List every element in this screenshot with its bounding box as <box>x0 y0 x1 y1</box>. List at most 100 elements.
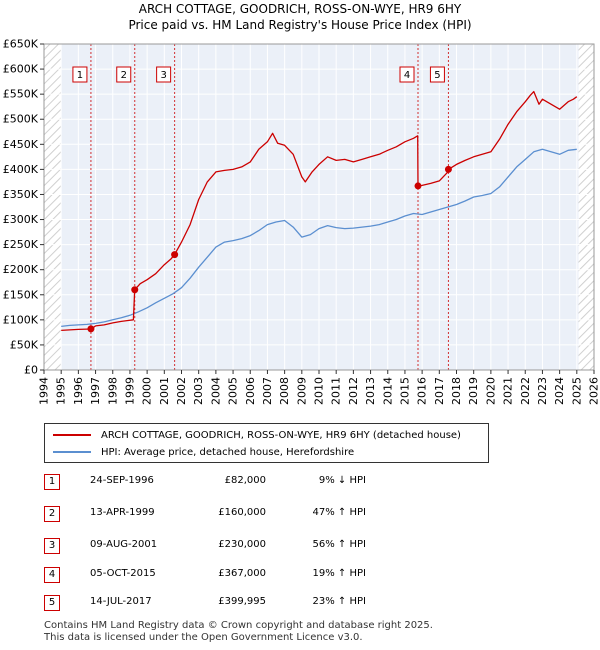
y-tick-label: £200K <box>3 263 39 276</box>
transaction-hpi-change: 23% ↑ HPI <box>312 596 366 607</box>
legend: ARCH COTTAGE, GOODRICH, ROSS-ON-WYE, HR9… <box>44 423 489 463</box>
table-row: 5 14-JUL-2017 £399,995 23% ↑ HPI <box>44 595 374 611</box>
sale-label: 2 <box>121 70 127 81</box>
x-tick-label: 2004 <box>209 377 222 405</box>
x-tick-label: 2007 <box>261 377 274 405</box>
x-tick-label: 2003 <box>192 377 205 405</box>
y-tick-label: £100K <box>3 313 39 326</box>
sale-point <box>87 325 95 333</box>
x-tick-label: 2014 <box>381 377 394 405</box>
property-line-swatch <box>53 434 91 436</box>
transaction-number: 5 <box>44 595 60 611</box>
y-tick-label: £450K <box>3 138 39 151</box>
x-tick-label: 2018 <box>450 377 463 405</box>
transaction-price: £399,995 <box>218 596 266 607</box>
sale-label: 5 <box>434 70 440 81</box>
x-tick-label: 1994 <box>38 377 51 405</box>
y-tick-label: £250K <box>3 238 39 251</box>
x-tick-label: 2000 <box>141 377 154 405</box>
x-tick-label: 2019 <box>467 377 480 405</box>
y-tick-label: £350K <box>3 188 39 201</box>
transaction-number: 4 <box>44 567 60 583</box>
y-tick-label: £400K <box>3 163 39 176</box>
legend-item-hpi: HPI: Average price, detached house, Here… <box>53 444 354 460</box>
pre-data-hatch <box>44 44 62 370</box>
transaction-number: 3 <box>44 538 60 554</box>
sale-point <box>131 286 139 294</box>
x-tick-label: 2005 <box>227 377 240 405</box>
x-tick-label: 2016 <box>416 377 429 405</box>
transaction-hpi-change: 9% ↓ HPI <box>318 475 366 486</box>
transaction-price: £367,000 <box>218 568 266 579</box>
transaction-number: 1 <box>44 474 60 490</box>
y-tick-label: £150K <box>3 288 39 301</box>
sale-point <box>444 165 452 173</box>
x-tick-label: 1997 <box>89 377 102 405</box>
x-tick-label: 2002 <box>175 377 188 405</box>
transaction-price: £230,000 <box>218 539 266 550</box>
x-tick-label: 2011 <box>330 377 343 405</box>
footer-licence: This data is licensed under the Open Gov… <box>44 632 363 643</box>
transaction-price: £82,000 <box>224 475 266 486</box>
transaction-date: 13-APR-1999 <box>90 507 155 518</box>
transaction-number: 2 <box>44 506 60 522</box>
table-row: 2 13-APR-1999 £160,000 47% ↑ HPI <box>44 506 374 522</box>
property-price-line <box>61 90 578 332</box>
y-tick-label: £0 <box>24 364 38 377</box>
table-row: 4 05-OCT-2015 £367,000 19% ↑ HPI <box>44 567 374 583</box>
y-tick-label: £600K <box>3 63 39 76</box>
x-tick-label: 2008 <box>278 377 291 405</box>
sale-point <box>414 182 422 190</box>
chart-title: ARCH COTTAGE, GOODRICH, ROSS-ON-WYE, HR9… <box>138 2 462 16</box>
x-tick-label: 1999 <box>123 377 136 405</box>
hpi-line-swatch <box>53 451 91 453</box>
y-tick-label: £50K <box>10 338 39 351</box>
sale-label: 1 <box>77 70 83 81</box>
y-tick-label: £550K <box>3 88 39 101</box>
x-tick-label: 2020 <box>484 377 497 405</box>
x-tick-label: 2026 <box>588 377 600 405</box>
x-tick-label: 2017 <box>433 377 446 405</box>
transaction-hpi-change: 56% ↑ HPI <box>312 539 366 550</box>
x-tick-label: 2015 <box>398 377 411 405</box>
x-tick-label: 2021 <box>502 377 515 405</box>
transaction-date: 05-OCT-2015 <box>90 568 156 579</box>
sale-label: 3 <box>160 70 166 81</box>
x-tick-label: 1998 <box>106 377 119 405</box>
x-tick-label: 2010 <box>313 377 326 405</box>
y-tick-label: £500K <box>3 113 39 126</box>
sale-label: 4 <box>404 70 410 81</box>
y-tick-label: £650K <box>3 38 39 51</box>
sale-label-box <box>156 66 172 83</box>
x-tick-label: 2013 <box>364 377 377 405</box>
legend-property-label: ARCH COTTAGE, GOODRICH, ROSS-ON-WYE, HR9… <box>101 429 461 441</box>
sale-point <box>171 251 179 259</box>
transaction-date: 14-JUL-2017 <box>90 596 152 607</box>
x-tick-label: 2024 <box>553 377 566 405</box>
post-data-hatch <box>578 44 594 370</box>
table-row: 3 09-AUG-2001 £230,000 56% ↑ HPI <box>44 538 374 554</box>
footer-copyright: Contains HM Land Registry data © Crown c… <box>44 620 433 631</box>
y-tick-label: £300K <box>3 213 39 226</box>
hpi-line <box>61 148 577 328</box>
transaction-hpi-change: 19% ↑ HPI <box>312 568 366 579</box>
transaction-hpi-change: 47% ↑ HPI <box>312 507 366 518</box>
sale-label-box <box>429 66 445 83</box>
legend-item-property: ARCH COTTAGE, GOODRICH, ROSS-ON-WYE, HR9… <box>53 427 461 443</box>
transaction-date: 09-AUG-2001 <box>90 539 158 550</box>
transaction-price: £160,000 <box>218 507 266 518</box>
x-tick-label: 2001 <box>158 377 171 405</box>
x-tick-label: 1996 <box>72 377 85 405</box>
x-tick-label: 2025 <box>570 377 583 405</box>
x-tick-label: 1995 <box>55 377 68 405</box>
sale-label-box <box>72 66 88 83</box>
x-tick-label: 2009 <box>295 377 308 405</box>
price-chart: 1 2 3 4 5 1994 1995 1996 1997 1998 1999 2000 2001 20… <box>3 38 600 406</box>
table-row: 1 24-SEP-1996 £82,000 9% ↓ HPI <box>44 474 374 490</box>
sale-label-box <box>116 66 132 83</box>
legend-hpi-label: HPI: Average price, detached house, Here… <box>101 446 355 458</box>
x-tick-label: 2022 <box>519 377 532 405</box>
chart-subtitle: Price paid vs. HM Land Registry's House … <box>128 18 472 32</box>
x-tick-label: 2012 <box>347 377 360 405</box>
sale-label-box <box>399 66 415 83</box>
